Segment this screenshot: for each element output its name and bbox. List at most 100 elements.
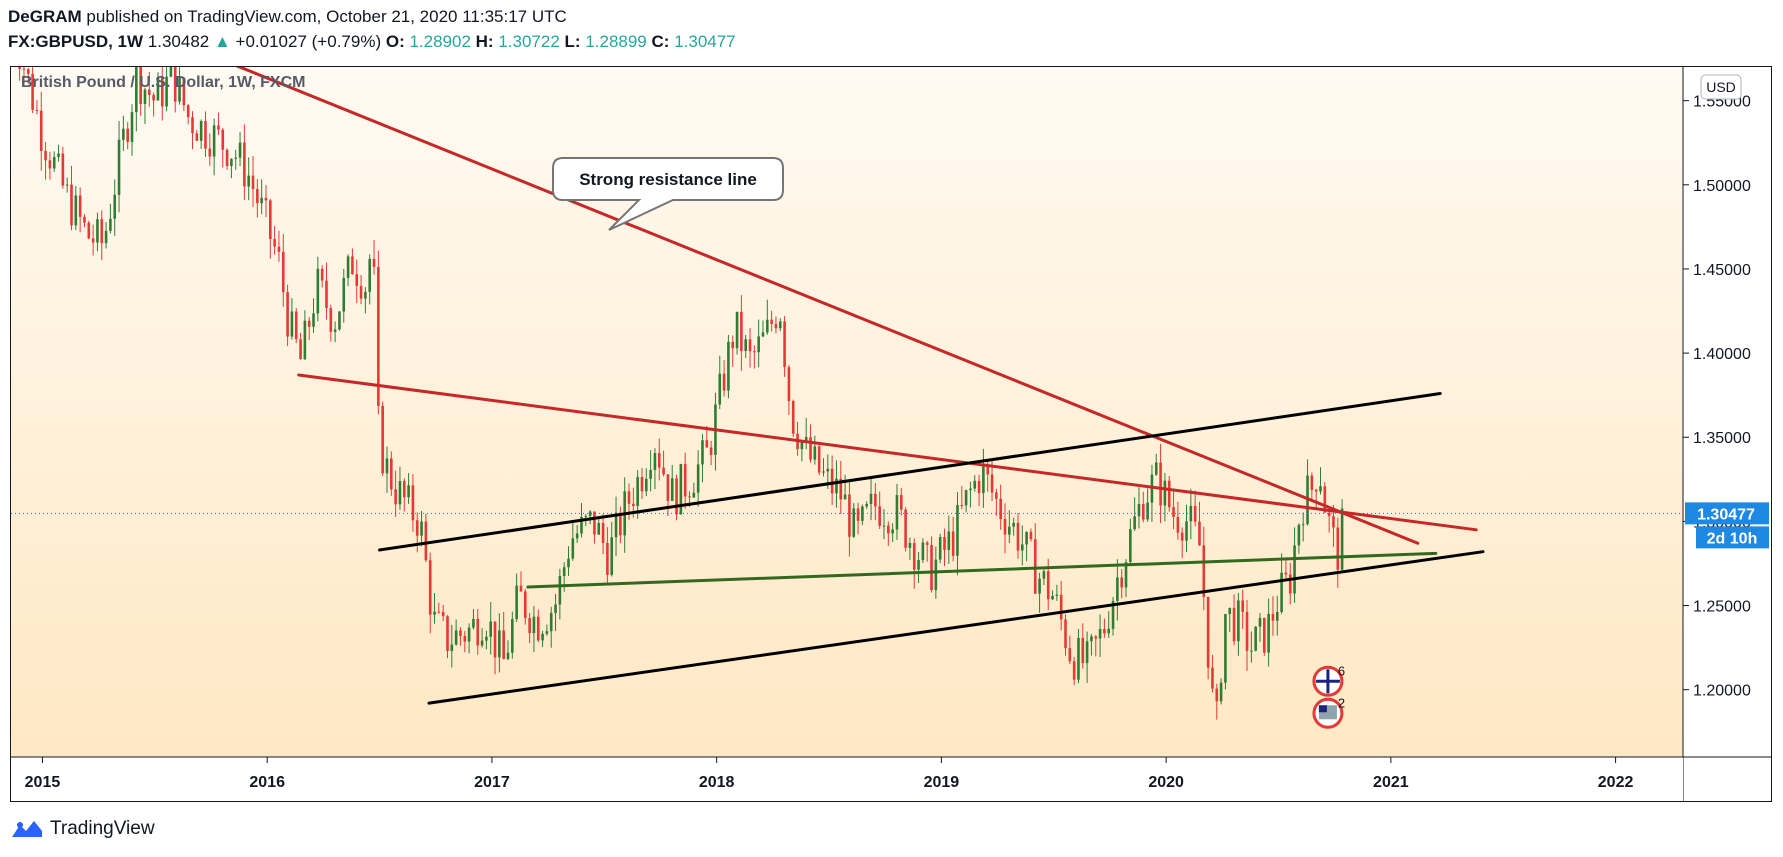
candle-body — [584, 516, 588, 518]
price-tick-label: 1.40000 — [1693, 346, 1751, 363]
symbol-name[interactable]: FX:GBPUSD, 1W — [8, 32, 144, 51]
currency-badge[interactable]: USD — [1700, 74, 1742, 100]
candle-body — [757, 336, 760, 353]
candle-body — [506, 652, 510, 659]
candle-body — [385, 458, 389, 474]
candle-body — [995, 492, 998, 499]
candle-body — [887, 525, 890, 534]
event-markers[interactable]: 6 2 — [1312, 663, 1345, 729]
callout-bubble — [552, 157, 784, 231]
candle-body — [874, 493, 877, 507]
candle-body — [31, 73, 34, 110]
tradingview-brand[interactable]: TradingView — [50, 818, 155, 839]
candle-body — [109, 218, 112, 231]
candle-body — [601, 522, 605, 543]
candle-body — [325, 280, 328, 309]
candle-body — [61, 153, 65, 186]
candle-body — [1340, 508, 1344, 570]
candle-body — [329, 308, 333, 332]
candle-body — [342, 278, 346, 312]
candle-body — [320, 268, 324, 281]
candle-body — [826, 468, 830, 472]
candle-body — [1159, 462, 1162, 506]
candle-body — [753, 351, 756, 353]
tradingview-logo-icon[interactable] — [10, 819, 44, 839]
chart-frame[interactable]: Strong resistance line British Pound / U… — [10, 66, 1772, 802]
candle-body — [1310, 475, 1314, 490]
uk-event-marker[interactable]: 6 — [1312, 663, 1345, 697]
candle-body — [813, 446, 817, 460]
candle-body — [428, 560, 432, 615]
candle-body — [269, 200, 272, 240]
candle-body — [1012, 522, 1015, 527]
candle-body — [96, 219, 99, 243]
candle-body — [930, 544, 933, 591]
time-tick-label: 2021 — [1373, 774, 1409, 791]
green-support-line[interactable] — [526, 551, 1438, 589]
candle-body — [450, 644, 454, 652]
candle-body — [1103, 628, 1106, 634]
channel-upper-line[interactable] — [378, 391, 1442, 552]
time-tick-label: 2017 — [474, 774, 510, 791]
time-axis[interactable] — [11, 757, 1683, 801]
candle-body — [1323, 486, 1327, 513]
candle-body — [1241, 600, 1244, 612]
trend-lines-layer[interactable] — [177, 67, 1485, 705]
candle-body — [260, 197, 263, 204]
price-chart[interactable]: Strong resistance line British Pound / U… — [11, 67, 1771, 801]
candle-body — [644, 478, 648, 492]
candle-body — [1116, 577, 1119, 601]
candle-body — [191, 117, 194, 134]
price-axis[interactable] — [1683, 67, 1771, 801]
candle-body — [1254, 626, 1257, 651]
candle-body — [1215, 688, 1219, 702]
candles-layer — [18, 67, 1344, 720]
currency-badge-box — [1700, 74, 1742, 100]
candle-body — [606, 542, 609, 575]
candle-body — [1098, 628, 1102, 639]
candle-body — [152, 94, 155, 101]
uk-event-count: 6 — [1338, 663, 1345, 678]
candle-body — [804, 437, 808, 442]
candle-body — [558, 575, 562, 605]
candle-body — [463, 635, 467, 642]
candle-body — [1120, 577, 1123, 588]
candle-body — [485, 636, 488, 641]
candle-body — [1133, 516, 1136, 530]
candle-body — [1046, 571, 1050, 600]
descending-resistance-line[interactable] — [297, 373, 1478, 532]
candle-body — [588, 511, 592, 517]
candle-body — [1237, 600, 1240, 642]
candle-body — [26, 69, 30, 74]
candle-body — [122, 128, 125, 140]
candle-body — [459, 630, 462, 636]
candle-body — [351, 256, 354, 275]
candle-body — [982, 464, 985, 494]
candle-body — [147, 89, 151, 95]
candle-body — [670, 478, 674, 501]
candle-body — [973, 480, 977, 489]
candle-body — [489, 621, 493, 637]
candle-body — [407, 485, 410, 498]
annotation-callout[interactable]: Strong resistance line — [552, 157, 784, 231]
candle-body — [1250, 650, 1253, 652]
last-price-tag-text: 1.30477 — [1697, 506, 1755, 523]
author-name[interactable]: DeGRAM — [8, 7, 82, 26]
candle-body — [1020, 544, 1024, 551]
candle-body — [1055, 594, 1059, 596]
candle-body — [217, 125, 220, 130]
candle-body — [381, 405, 384, 474]
candle-body — [1146, 502, 1149, 520]
us-event-marker[interactable]: 2 — [1312, 695, 1345, 729]
candle-body — [869, 493, 873, 505]
candle-body — [1280, 572, 1283, 613]
strong-resistance-line[interactable] — [177, 67, 1420, 545]
close-value: 1.30477 — [674, 32, 736, 51]
candle-body — [212, 125, 216, 157]
channel-lower-line[interactable] — [427, 550, 1485, 705]
candle-body — [627, 491, 631, 504]
candle-body — [839, 478, 843, 500]
candle-body — [657, 453, 661, 468]
candle-body — [312, 313, 315, 327]
candle-body — [264, 197, 268, 201]
